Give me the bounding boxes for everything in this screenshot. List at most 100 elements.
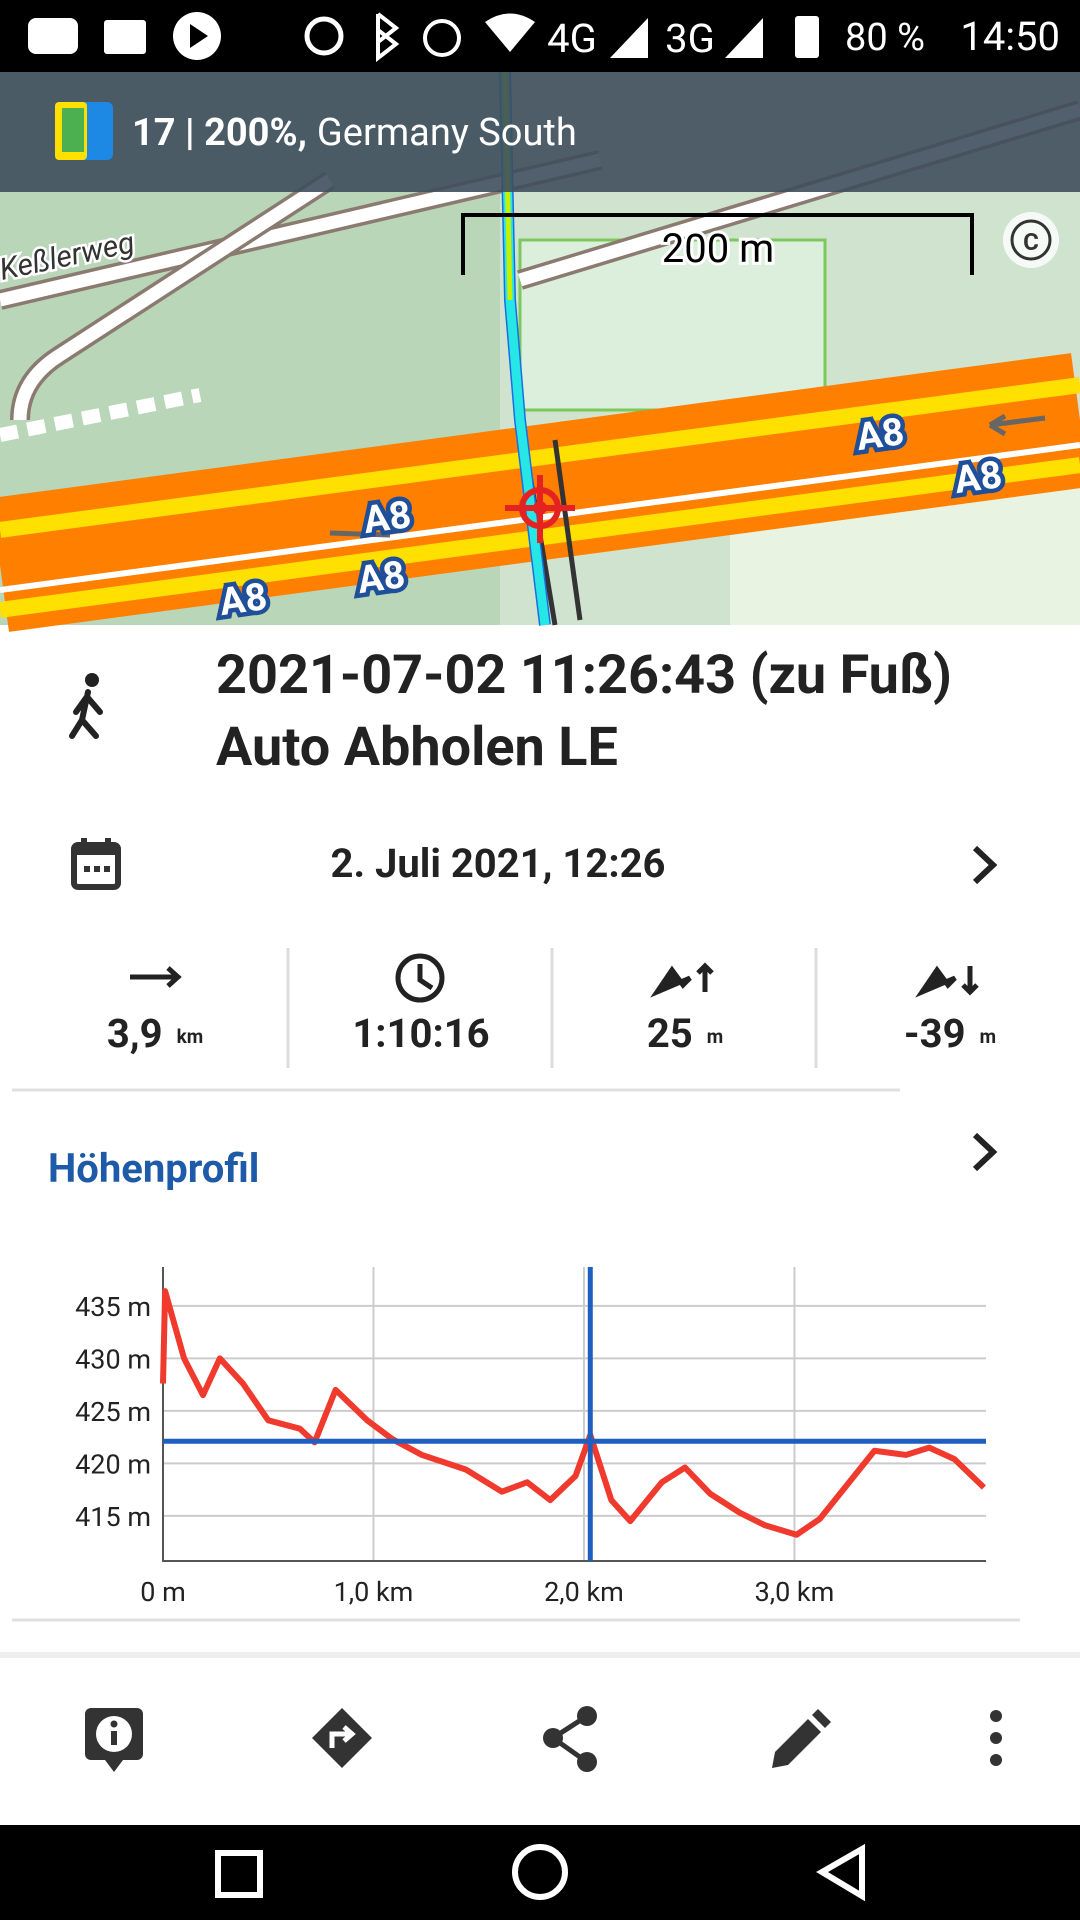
crosshair [505, 475, 575, 543]
track-date[interactable]: 2. Juli 2021, 12:26 [330, 840, 666, 887]
map-part [0, 388, 202, 442]
crosshair-part [533, 501, 547, 515]
stat-ascent: 25 m [555, 1010, 815, 1057]
track-title: 2021-07-02 11:26:43 (zu Fuß) Auto Abhole… [216, 644, 952, 779]
stat-icons-part [696, 962, 714, 992]
stat-time: 1:10:16 [291, 1010, 551, 1057]
map-part [13, 174, 334, 421]
stat-value: -39 [903, 1010, 966, 1057]
calendar-icon-part [74, 845, 118, 855]
y-tick-label: 425 m [75, 1396, 151, 1428]
home-button[interactable] [512, 1844, 568, 1900]
stat-value: 3,9 [106, 1010, 163, 1057]
edit-button-part [812, 1709, 831, 1728]
share-button[interactable] [543, 1706, 597, 1772]
nav-bar [0, 1825, 1080, 1920]
toolbar [85, 1706, 1002, 1772]
walking-icon [69, 673, 103, 739]
status-icons-part [485, 13, 535, 52]
navigate-button-part [312, 1708, 372, 1768]
more-button[interactable] [990, 1710, 1002, 1766]
status-icons-part [376, 12, 400, 63]
stat-dividers-part [286, 948, 818, 1068]
share-button-part [548, 1713, 589, 1765]
road-label: A8 [952, 453, 1005, 503]
road-label: A8 [217, 575, 270, 625]
status-icons [28, 12, 819, 63]
stat-icons-part [395, 953, 445, 1003]
road-label: A8 [355, 553, 408, 603]
scale-bar [461, 213, 974, 275]
x-tick-label: 0 m [140, 1576, 186, 1608]
status-icons-part [104, 20, 146, 54]
calendar-icon-part [104, 866, 110, 872]
status-icons-part [725, 18, 763, 58]
map-part [0, 377, 1080, 538]
zoom: 17 | 200%, [132, 111, 307, 155]
toolbar-shadow [0, 1652, 1080, 1658]
axis [162, 1267, 986, 1562]
battery: 80 % [845, 16, 925, 60]
nav-buttons [215, 1843, 865, 1902]
network-4g: 4G [547, 15, 597, 62]
elevation-line [160, 1288, 986, 1538]
clock: 14:50 [960, 13, 1060, 60]
stat-distance: 3,9 km [25, 1010, 285, 1057]
elevation-chart: 415 m 420 m 425 m 430 m 435 m 0 m 1,0 km 2,0 km… [75, 1267, 986, 1608]
more-button-part [990, 1732, 1002, 1744]
calendar-icon-part [81, 838, 111, 850]
info-button-part [111, 1731, 117, 1745]
x-tick-label: 3,0 km [755, 1576, 835, 1608]
y-tick-label: 430 m [75, 1343, 151, 1375]
info-button[interactable] [85, 1708, 143, 1772]
stat-value: 25 [646, 1010, 693, 1057]
stat-icons-part [650, 965, 692, 998]
date-chevron[interactable] [972, 845, 998, 885]
elevation-chevron[interactable] [972, 1132, 998, 1172]
elevation-title[interactable]: Höhenprofil [48, 1145, 260, 1192]
stat-unit: km [176, 1024, 204, 1048]
calendar-icon [71, 838, 121, 890]
info-button-part [105, 1760, 123, 1772]
stat-icons-part [417, 964, 434, 991]
x-tick-label: 2,0 km [544, 1576, 624, 1608]
info-button-part [110, 1720, 118, 1728]
map-part [329, 530, 391, 538]
calendar-icon-part [94, 866, 100, 872]
map-part [1010, 219, 1052, 261]
stat-unit: m [979, 1024, 997, 1048]
map-part: C [1023, 228, 1039, 256]
app-logo-part [62, 108, 84, 152]
edit-button-part [772, 1719, 821, 1768]
stat-icons-part [915, 965, 957, 998]
app-logo [55, 102, 113, 160]
status-icons-part [795, 16, 819, 58]
walking-icon-part [69, 689, 103, 739]
status-icons-part [190, 24, 208, 48]
calendar-icon-part [84, 866, 90, 872]
back-button[interactable] [816, 1843, 865, 1902]
map: 17 | 200%, Germany South 200 m C Keßlerwe… [0, 71, 1080, 632]
road-label: A8 [854, 410, 907, 460]
map-info: 17 | 200%, Germany South [132, 111, 577, 155]
y-tick-label: 435 m [75, 1291, 151, 1323]
navigate-button[interactable] [312, 1708, 372, 1768]
stat-unit: m [706, 1024, 724, 1048]
recents-button[interactable] [215, 1850, 263, 1898]
network-3g: 3G [665, 15, 715, 62]
navigate-button-part [329, 1725, 356, 1748]
stat-dividers [286, 948, 818, 1068]
status-icons-part [423, 19, 461, 57]
y-tick-label: 415 m [75, 1501, 151, 1533]
more-button-part [990, 1710, 1002, 1722]
more-button-part [990, 1754, 1002, 1766]
status-icons-part [28, 18, 78, 54]
status-icons-part [610, 18, 648, 58]
map-name: Germany South [317, 111, 577, 155]
road-label: A8 [361, 493, 414, 543]
x-tick-label: 1,0 km [334, 1576, 414, 1608]
edit-button[interactable] [772, 1709, 831, 1768]
map-header [0, 72, 1080, 192]
